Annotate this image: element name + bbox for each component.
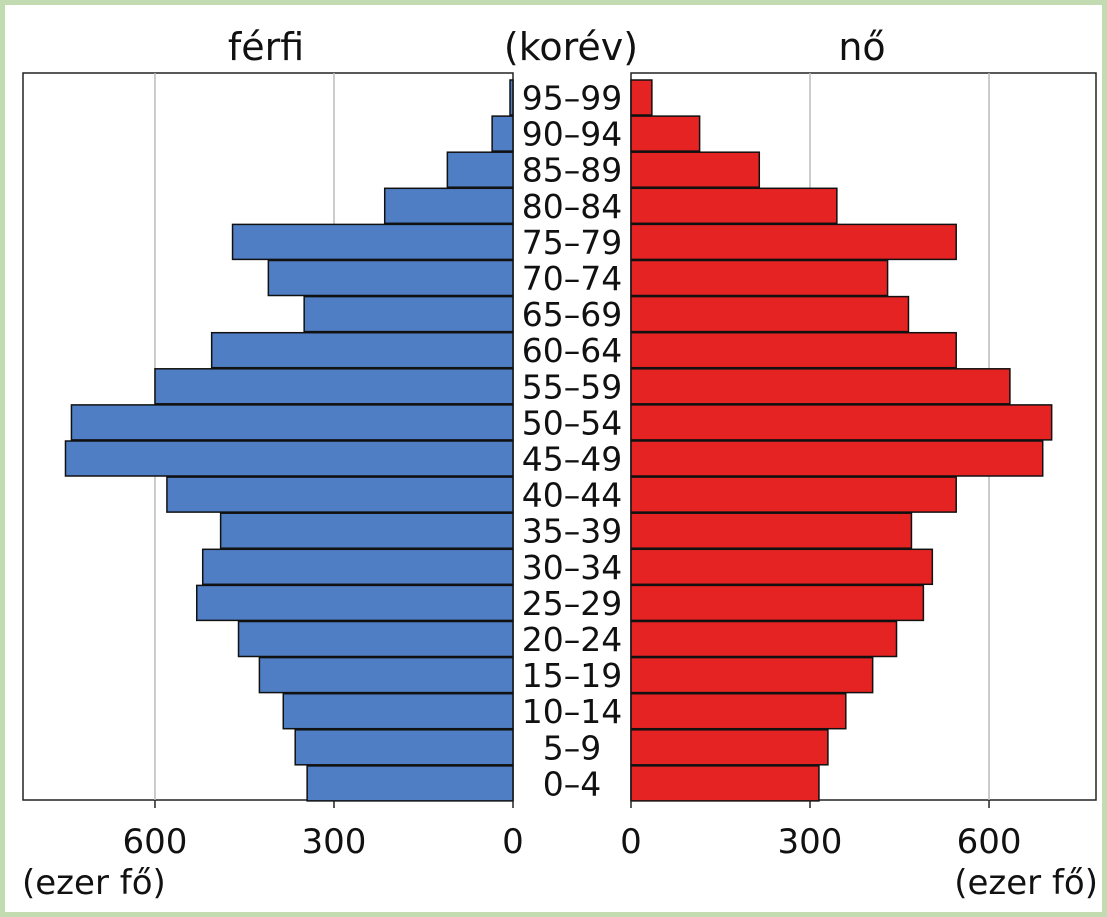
age-group-label: 55–59 bbox=[522, 367, 622, 406]
female-bar bbox=[630, 656, 874, 694]
age-group-label: 60–64 bbox=[522, 331, 622, 370]
age-group-label: 5–9 bbox=[543, 728, 602, 767]
female-bar bbox=[630, 692, 847, 730]
unit-label-left: (ezer fő) bbox=[22, 863, 166, 903]
male-bar bbox=[154, 368, 514, 405]
female-bar bbox=[630, 765, 820, 802]
male-bar bbox=[195, 584, 514, 622]
male-bar bbox=[201, 548, 514, 586]
female-tick-label: 0 bbox=[620, 822, 642, 862]
male-bar bbox=[267, 259, 514, 297]
female-bar bbox=[630, 584, 925, 622]
male-tick-label: 300 bbox=[302, 822, 367, 862]
male-bar bbox=[294, 729, 514, 766]
female-bar bbox=[630, 476, 957, 513]
male-bar bbox=[231, 223, 514, 261]
female-bar bbox=[630, 259, 889, 297]
age-group-label: 65–69 bbox=[522, 295, 622, 334]
male-bar bbox=[219, 512, 514, 549]
age-group-label: 25–29 bbox=[522, 584, 622, 623]
header-age: (korév) bbox=[504, 25, 638, 69]
header-female: nő bbox=[838, 25, 885, 69]
male-tick-label: 600 bbox=[123, 822, 188, 862]
age-group-label: 50–54 bbox=[522, 403, 622, 442]
age-group-label: 20–24 bbox=[522, 620, 622, 659]
male-bar bbox=[306, 765, 514, 802]
male-bar bbox=[282, 692, 514, 730]
age-group-label: 85–89 bbox=[522, 151, 622, 190]
male-bar bbox=[258, 656, 514, 694]
age-group-label: 10–14 bbox=[522, 692, 622, 731]
female-bar bbox=[630, 115, 701, 152]
female-bar bbox=[630, 548, 934, 586]
female-tick-label: 600 bbox=[957, 822, 1022, 862]
male-bar bbox=[237, 620, 514, 658]
female-bar bbox=[630, 79, 653, 116]
male-bar bbox=[491, 115, 514, 152]
male-bar bbox=[383, 187, 514, 225]
female-bar bbox=[630, 295, 910, 333]
male-tick-label: 0 bbox=[502, 822, 524, 862]
female-bar bbox=[630, 187, 838, 225]
age-group-label: 70–74 bbox=[522, 259, 622, 298]
male-bar bbox=[446, 151, 514, 188]
female-bar bbox=[630, 512, 913, 549]
male-bar bbox=[64, 440, 514, 477]
age-group-label: 15–19 bbox=[522, 656, 622, 695]
age-group-label: 80–84 bbox=[522, 187, 622, 226]
age-group-label: 35–39 bbox=[522, 512, 622, 551]
female-bar bbox=[630, 440, 1044, 477]
age-group-label: 30–34 bbox=[522, 548, 622, 587]
male-bar bbox=[210, 331, 514, 369]
age-group-label: 75–79 bbox=[522, 223, 622, 262]
female-bar bbox=[630, 223, 957, 261]
age-group-label: 0–4 bbox=[543, 764, 602, 803]
male-bar bbox=[303, 295, 514, 333]
female-bar bbox=[630, 331, 957, 369]
female-bar bbox=[630, 368, 1011, 405]
header-male: férfi bbox=[228, 25, 304, 69]
age-group-label: 95–99 bbox=[522, 79, 622, 118]
male-bar bbox=[70, 404, 514, 441]
age-group-label: 90–94 bbox=[522, 115, 622, 154]
age-group-label: 45–49 bbox=[522, 440, 622, 479]
female-bar bbox=[630, 151, 761, 188]
male-bar bbox=[509, 79, 514, 116]
female-bar bbox=[630, 729, 829, 766]
female-tick-label: 300 bbox=[778, 822, 843, 862]
female-bar bbox=[630, 620, 898, 658]
female-bar bbox=[630, 404, 1053, 441]
male-bar bbox=[166, 476, 514, 513]
unit-label-right: (ezer fő) bbox=[954, 863, 1098, 903]
age-group-label: 40–44 bbox=[522, 476, 622, 515]
